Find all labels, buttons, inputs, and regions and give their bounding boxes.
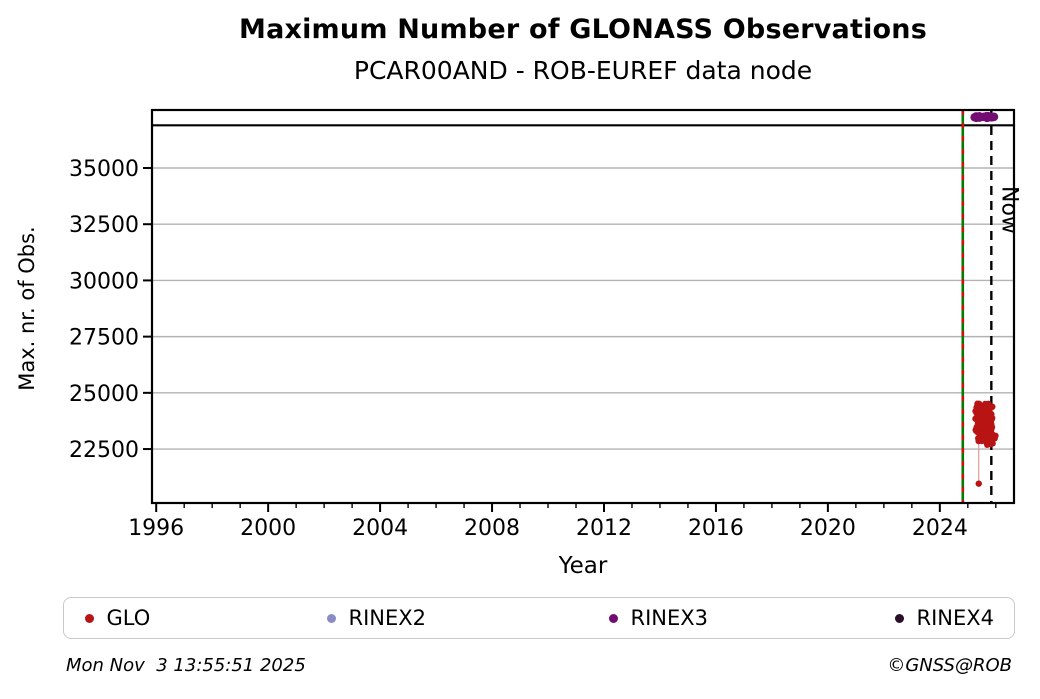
y-tick-label: 30000: [69, 269, 139, 294]
legend-label: RINEX3: [630, 605, 709, 630]
legend-item-rinex3: RINEX3: [608, 598, 709, 638]
chart-title: Maximum Number of GLONASS Observations: [239, 14, 927, 45]
y-axis-label: Max. nr. of Obs.: [15, 226, 39, 391]
data-point-rinex3: [984, 112, 994, 121]
chart-subtitle: PCAR00AND - ROB-EUREF data node: [353, 56, 813, 85]
y-tick-label: 35000: [69, 157, 139, 182]
legend-label: RINEX4: [916, 605, 995, 630]
legend-label: GLO: [106, 605, 151, 630]
x-tick-label: 2024: [912, 516, 968, 541]
plot-frame: [150, 108, 1016, 505]
data-point-glo: [991, 433, 998, 440]
legend-marker-icon: [894, 613, 904, 623]
legend-marker-icon: [326, 613, 336, 623]
data-point-glo: [975, 480, 982, 487]
legend-label: RINEX2: [348, 605, 427, 630]
data-point-rinex3: [974, 113, 984, 122]
legend-marker-icon: [608, 613, 618, 623]
y-tick-label: 22500: [69, 438, 139, 463]
x-tick-label: 2012: [576, 516, 632, 541]
x-tick-label: 2008: [464, 516, 520, 541]
data-point-glo: [985, 406, 993, 413]
data-point-glo: [979, 414, 986, 422]
legend-item-rinex4: RINEX4: [894, 598, 995, 638]
legend-item-rinex2: RINEX2: [326, 598, 427, 638]
x-tick-label: 2020: [800, 516, 856, 541]
credit-watermark: ©GNSS@ROB: [887, 655, 1012, 676]
legend-marker-icon: [84, 613, 94, 623]
chart-canvas: Now 1996 2000 2004 2008 2012 2016 2020 2024 22500…: [15, 108, 1021, 579]
x-tick-label: 1996: [128, 516, 184, 541]
now-label: Now: [996, 186, 1021, 234]
y-tick-label: 25000: [69, 382, 139, 407]
data-point-glo: [979, 433, 986, 440]
data-point-glo: [973, 405, 981, 412]
data-point-glo: [984, 442, 991, 449]
legend: GLO RINEX2 RINEX3 RINEX4: [63, 597, 1015, 639]
data-point-glo: [980, 421, 988, 428]
x-tick-label: 2000: [240, 516, 296, 541]
plot-timestamp: Mon Nov 3 13:55:51 2025: [66, 655, 306, 676]
x-tick-label: 2004: [352, 516, 408, 541]
legend-item-glo: GLO: [84, 598, 151, 638]
x-tick-label: 2016: [688, 516, 744, 541]
y-tick-label: 27500: [69, 326, 139, 351]
x-axis-label: Year: [558, 553, 608, 579]
y-tick-label: 32500: [69, 213, 139, 238]
